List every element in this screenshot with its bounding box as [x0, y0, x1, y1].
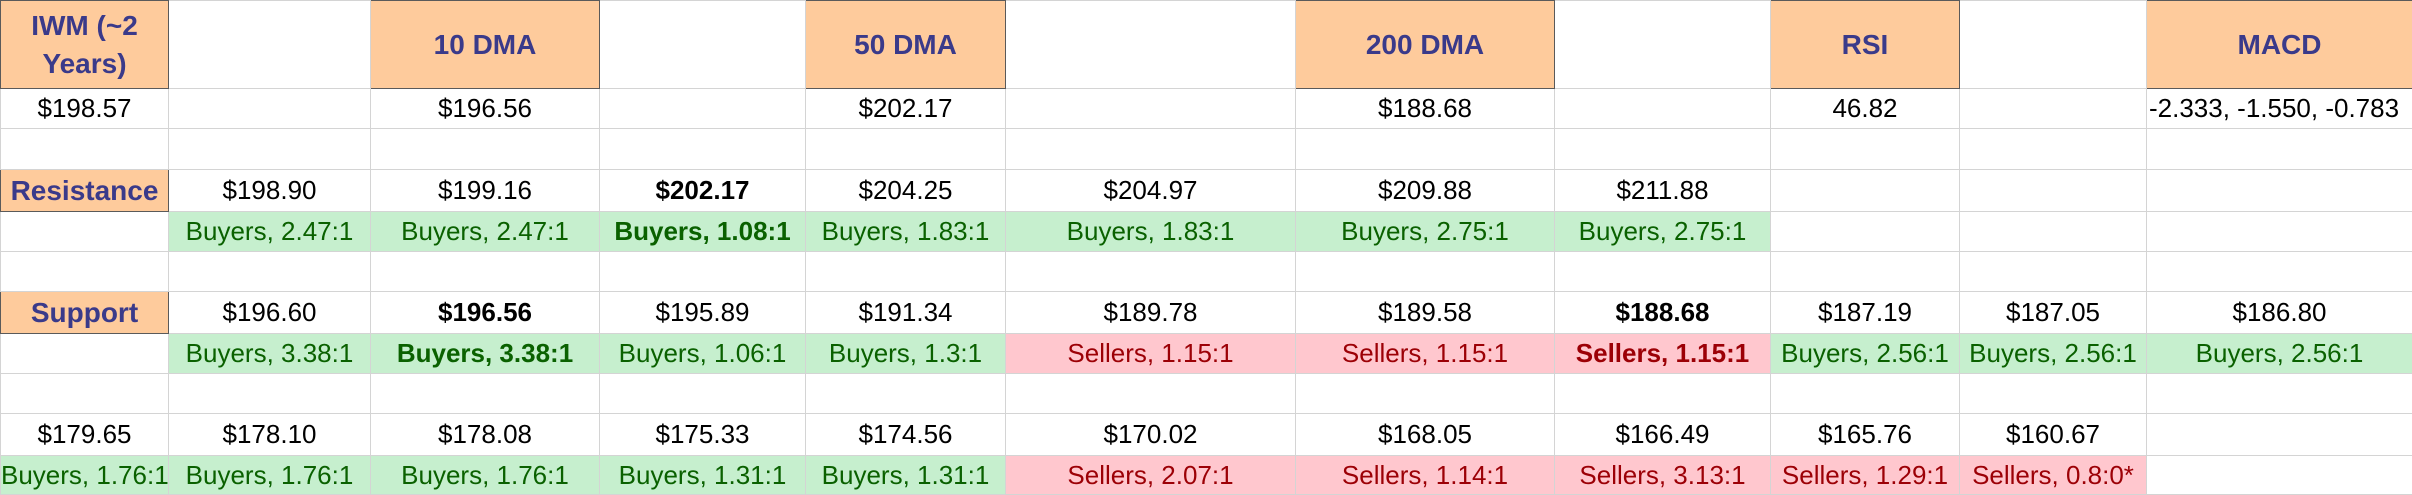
lower-support-ratio: Sellers, 0.8:0* — [1960, 456, 2147, 495]
support-ratio: Sellers, 1.15:1 — [1296, 334, 1555, 374]
lower-support-level: $174.56 — [806, 414, 1006, 456]
resistance-ratio: Buyers, 1.83:1 — [1006, 212, 1296, 252]
resistance-level: $204.97 — [1006, 170, 1296, 212]
support-level: $189.58 — [1296, 292, 1555, 334]
dma50-header: 50 DMA — [806, 1, 1006, 89]
values-row: $198.57 $196.56 $202.17 $188.68 46.82 -2… — [1, 89, 2412, 129]
support-ratio: Buyers, 1.06:1 — [600, 334, 806, 374]
dma50-value: $202.17 — [806, 89, 1006, 129]
lower-support-level: $170.02 — [1006, 414, 1296, 456]
lower-support-ratio: Buyers, 1.31:1 — [600, 456, 806, 495]
support-ratio: Buyers, 3.38:1 — [169, 334, 371, 374]
lower-support-ratio: Buyers, 1.76:1 — [371, 456, 600, 495]
lower-support-ratio-row: Buyers, 1.76:1 Buyers, 1.76:1 Buyers, 1.… — [1, 456, 2412, 495]
lower-support-level: $166.49 — [1555, 414, 1771, 456]
lower-support-ratio: Buyers, 1.76:1 — [169, 456, 371, 495]
lower-support-level: $160.67 — [1960, 414, 2147, 456]
empty-cell — [1006, 1, 1296, 89]
header-row: IWM (~2 Years) 10 DMA 50 DMA 200 DMA RSI… — [1, 1, 2412, 89]
empty-cell — [600, 89, 806, 129]
lower-support-ratio: Sellers, 1.29:1 — [1771, 456, 1960, 495]
empty-cell — [169, 89, 371, 129]
support-ratio: Buyers, 3.38:1 — [371, 334, 600, 374]
resistance-ratio: Buyers, 2.47:1 — [169, 212, 371, 252]
support-label: Support — [1, 292, 169, 334]
support-ratio: Sellers, 1.15:1 — [1555, 334, 1771, 374]
support-level: $189.78 — [1006, 292, 1296, 334]
spacer-row — [1, 129, 2412, 170]
support-level: $187.19 — [1771, 292, 1960, 334]
empty-cell — [1555, 1, 1771, 89]
lower-support-ratio: Buyers, 1.31:1 — [806, 456, 1006, 495]
resistance-ratio: Buyers, 2.75:1 — [1555, 212, 1771, 252]
ticker-header: IWM (~2 Years) — [1, 1, 169, 89]
resistance-level: $198.90 — [169, 170, 371, 212]
support-level: $195.89 — [600, 292, 806, 334]
empty-cell — [1960, 1, 2147, 89]
resistance-ratio: Buyers, 1.08:1 — [600, 212, 806, 252]
empty-cell — [1006, 89, 1296, 129]
lower-support-level: $179.65 — [1, 414, 169, 456]
support-ratio: Sellers, 1.15:1 — [1006, 334, 1296, 374]
lower-support-ratio: Sellers, 1.14:1 — [1296, 456, 1555, 495]
empty-cell — [600, 1, 806, 89]
lower-support-ratio: Sellers, 2.07:1 — [1006, 456, 1296, 495]
rsi-value: 46.82 — [1771, 89, 1960, 129]
resistance-level: $211.88 — [1555, 170, 1771, 212]
dma10-value: $196.56 — [371, 89, 600, 129]
support-ratio: Buyers, 2.56:1 — [1771, 334, 1960, 374]
support-ratio: Buyers, 2.56:1 — [1960, 334, 2147, 374]
lower-support-level: $175.33 — [600, 414, 806, 456]
resistance-level: $199.16 — [371, 170, 600, 212]
resistance-level: $202.17 — [600, 170, 806, 212]
dma10-header: 10 DMA — [371, 1, 600, 89]
empty-cell — [1555, 89, 1771, 129]
resistance-level: $204.25 — [806, 170, 1006, 212]
rsi-header: RSI — [1771, 1, 1960, 89]
spacer-row — [1, 374, 2412, 414]
lower-support-level: $178.08 — [371, 414, 600, 456]
lower-support-ratio: Buyers, 1.76:1 — [1, 456, 169, 495]
lower-support-level-row: $179.65 $178.10 $178.08 $175.33 $174.56 … — [1, 414, 2412, 456]
resistance-ratio: Buyers, 2.47:1 — [371, 212, 600, 252]
spacer-row — [1, 252, 2412, 292]
resistance-ratio: Buyers, 2.75:1 — [1296, 212, 1555, 252]
empty-cell — [1960, 89, 2147, 129]
support-level: $188.68 — [1555, 292, 1771, 334]
dma200-header: 200 DMA — [1296, 1, 1555, 89]
support-ratio-row: Buyers, 3.38:1 Buyers, 3.38:1 Buyers, 1.… — [1, 334, 2412, 374]
support-ratio: Buyers, 1.3:1 — [806, 334, 1006, 374]
resistance-level: $209.88 — [1296, 170, 1555, 212]
resistance-label: Resistance — [1, 170, 169, 212]
resistance-level-row: Resistance $198.90 $199.16 $202.17 $204.… — [1, 170, 2412, 212]
support-level: $186.80 — [2147, 292, 2412, 334]
lower-support-ratio: Sellers, 3.13:1 — [1555, 456, 1771, 495]
support-level: $187.05 — [1960, 292, 2147, 334]
price-value: $198.57 — [1, 89, 169, 129]
macd-header: MACD — [2147, 1, 2412, 89]
dma200-value: $188.68 — [1296, 89, 1555, 129]
lower-support-level: $178.10 — [169, 414, 371, 456]
support-level: $196.60 — [169, 292, 371, 334]
support-ratio: Buyers, 2.56:1 — [2147, 334, 2412, 374]
support-level-row: Support $196.60 $196.56 $195.89 $191.34 … — [1, 292, 2412, 334]
lower-support-level: $165.76 — [1771, 414, 1960, 456]
lower-support-level: $168.05 — [1296, 414, 1555, 456]
support-level: $196.56 — [371, 292, 600, 334]
resistance-ratio: Buyers, 1.83:1 — [806, 212, 1006, 252]
support-level: $191.34 — [806, 292, 1006, 334]
macd-value: -2.333, -1.550, -0.783 — [2147, 89, 2412, 129]
resistance-ratio-row: Buyers, 2.47:1 Buyers, 2.47:1 Buyers, 1.… — [1, 212, 2412, 252]
empty-cell — [169, 1, 371, 89]
